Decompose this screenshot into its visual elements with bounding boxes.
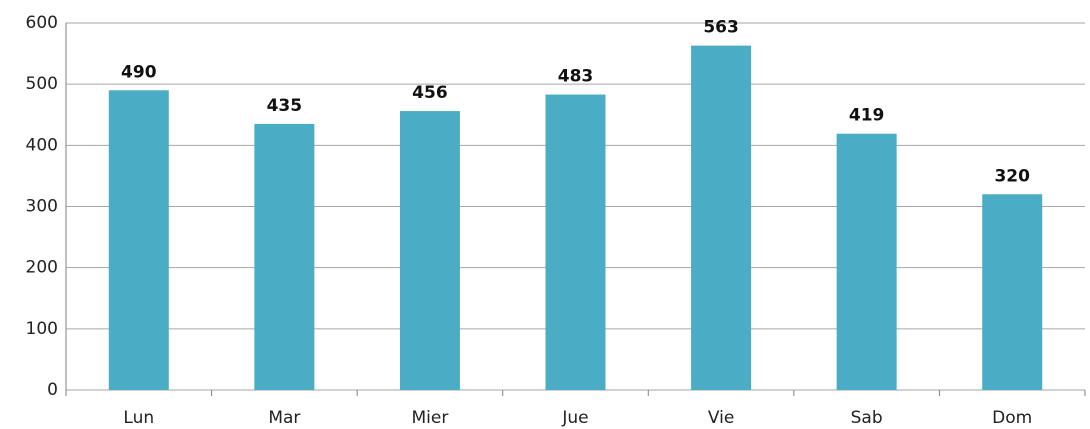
bar [836,133,897,390]
x-tick-label: Vie [708,408,734,428]
y-tick-label: 300 [26,197,58,217]
bar [545,94,606,390]
x-tick-label: Lun [123,408,154,428]
x-tick-label: Mar [268,408,300,428]
bar [399,111,460,390]
y-tick-label: 400 [26,135,58,155]
value-label: 563 [703,18,739,38]
x-tick-label: Jue [561,408,588,428]
value-label: 456 [412,83,448,103]
value-label: 435 [267,96,303,116]
y-tick-label: 0 [47,380,58,400]
x-tick-label: Mier [412,408,449,428]
y-tick-label: 200 [26,258,58,278]
y-tick-label: 600 [26,13,58,33]
value-label: 320 [994,166,1030,186]
bar [254,123,315,391]
x-tick-label: Dom [992,408,1032,428]
y-tick-label: 100 [26,319,58,339]
y-tick-label: 500 [26,74,58,94]
value-label: 490 [121,62,157,82]
bar [982,194,1043,390]
x-tick-label: Sab [851,408,883,428]
value-label: 419 [849,106,885,126]
bar [108,90,169,391]
value-label: 483 [558,67,594,87]
bar [691,45,752,391]
